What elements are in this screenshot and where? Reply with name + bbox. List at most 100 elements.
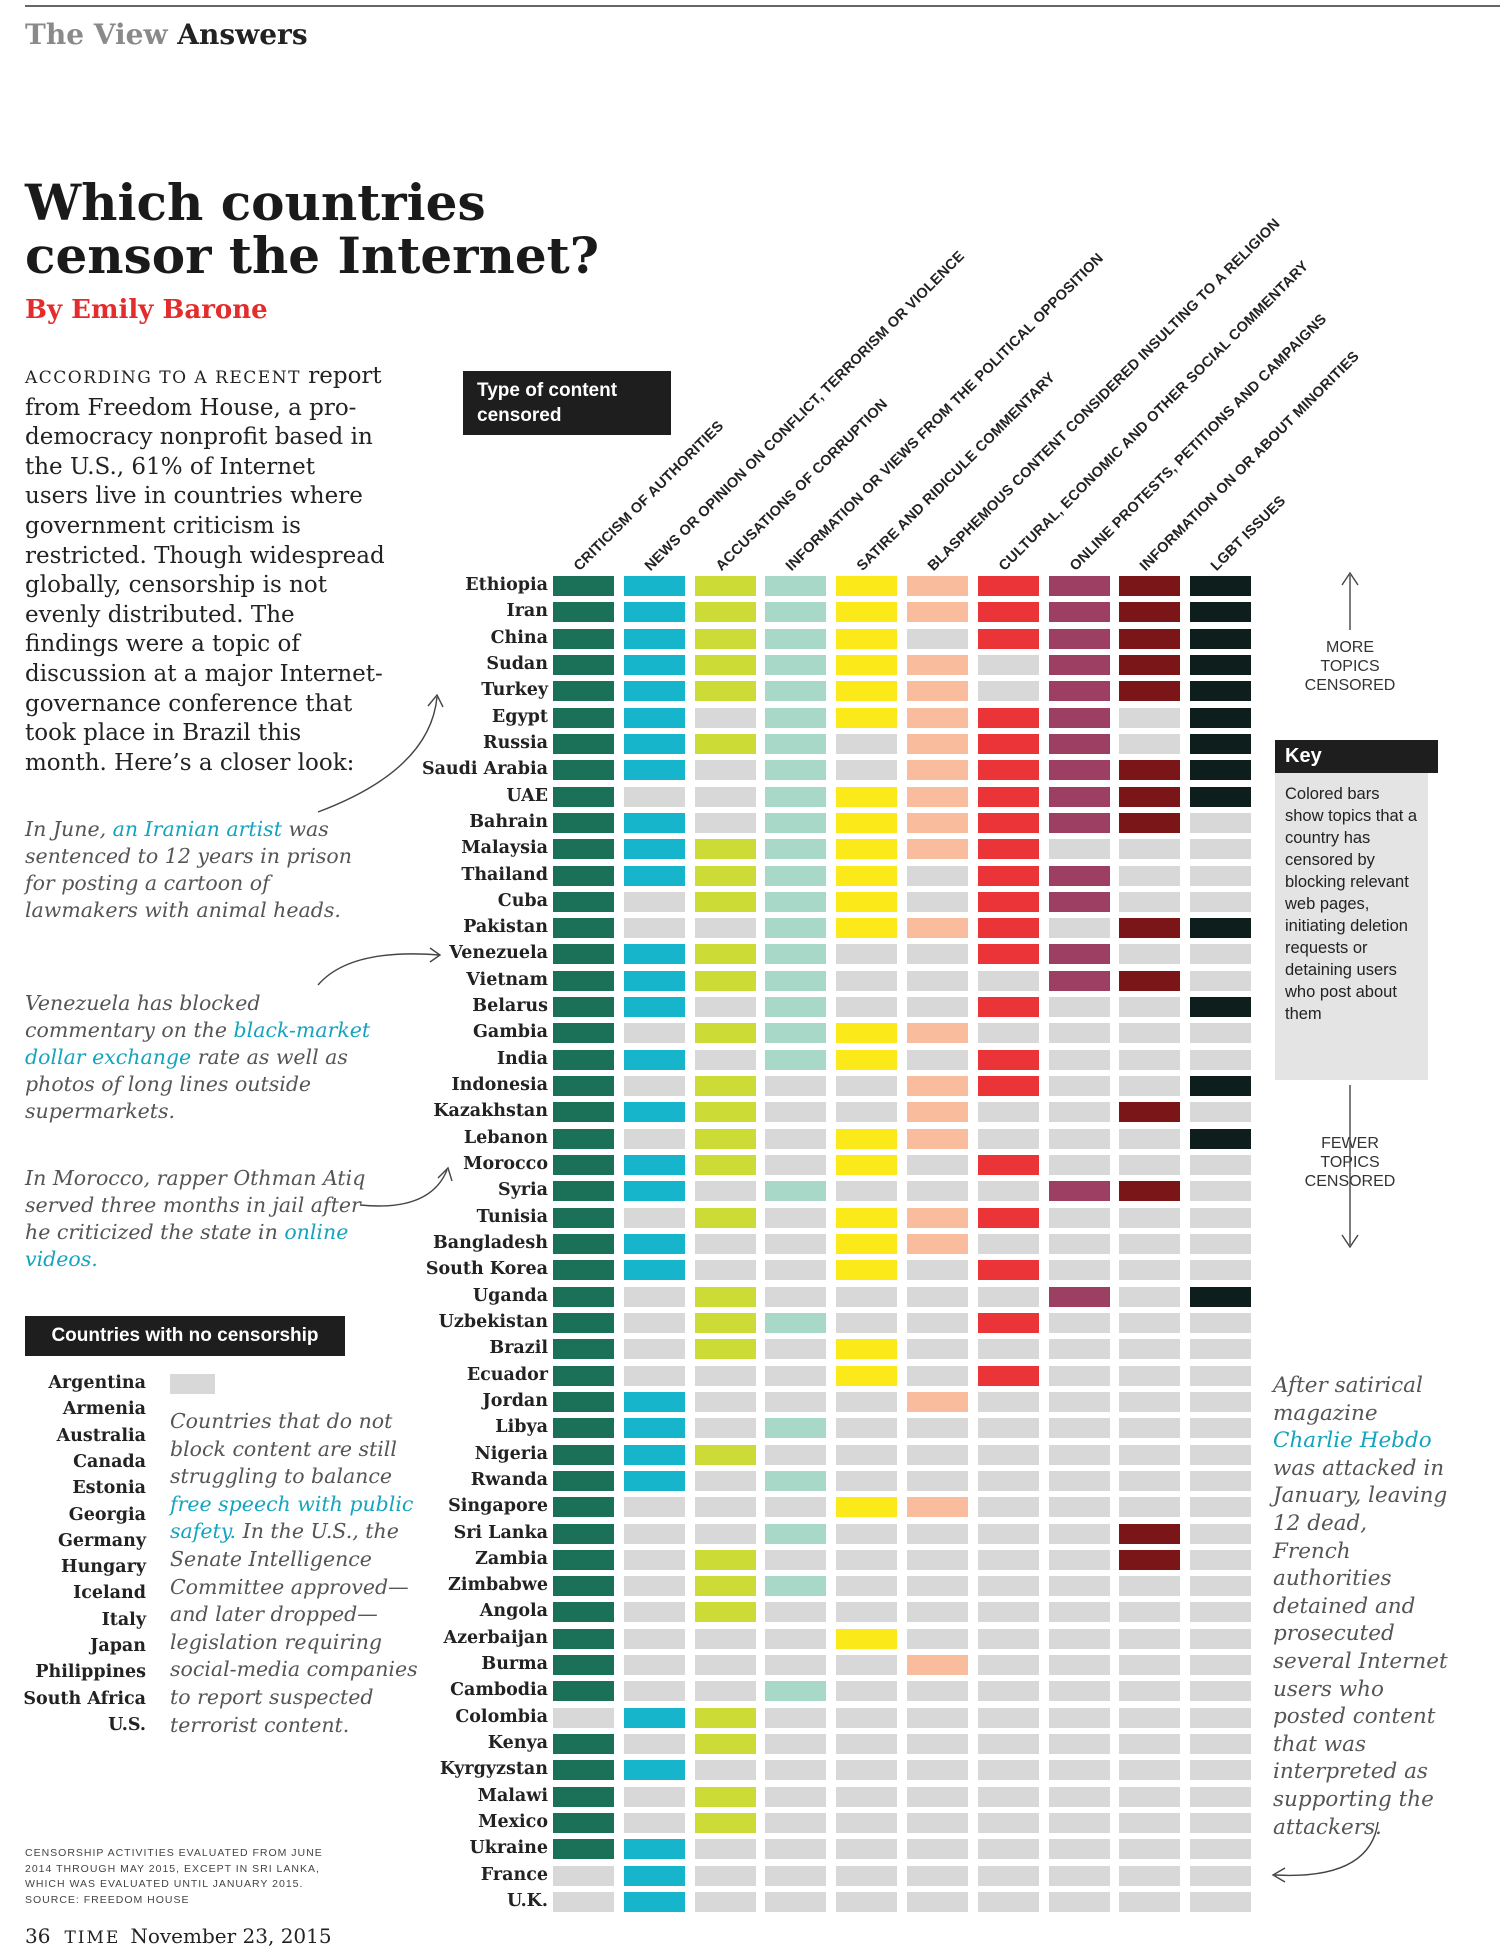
heatmap-cell [1048, 891, 1110, 912]
heatmap-cell [1048, 1312, 1110, 1333]
heatmap-cell [553, 1418, 614, 1439]
country-label: Kazakhstan [433, 1101, 548, 1122]
heatmap-cell [977, 1839, 1039, 1860]
heatmap-cell [977, 997, 1039, 1018]
heatmap-cell [553, 1734, 614, 1755]
heatmap-cell [1190, 1470, 1252, 1491]
heatmap-cell [836, 1365, 898, 1386]
heatmap-cell [694, 1839, 756, 1860]
heatmap-cell [907, 1786, 968, 1807]
heatmap-cell [1119, 1892, 1181, 1912]
heatmap-cell [977, 1260, 1039, 1281]
heatmap-cell [623, 1839, 685, 1860]
heatmap-cell [623, 1786, 685, 1807]
heatmap-cell [765, 1049, 827, 1070]
free-speech-link[interactable]: free speech with public safety. [170, 1491, 414, 1544]
heatmap-cell [553, 1207, 614, 1228]
heatmap-cell [623, 1523, 685, 1544]
heatmap-cell [1048, 1049, 1110, 1070]
heatmap-cell [907, 1155, 968, 1176]
heatmap-cell [765, 1155, 827, 1176]
heatmap-cell [694, 1128, 756, 1149]
heatmap-cell [907, 944, 968, 965]
heatmap-cell [836, 891, 898, 912]
heatmap-cell [694, 1155, 756, 1176]
heatmap-cell [977, 1786, 1039, 1807]
issue-date: November 23, 2015 [130, 1924, 332, 1948]
heatmap-cell [623, 786, 685, 807]
heatmap-cell [1119, 786, 1181, 807]
heatmap-cell [836, 1076, 898, 1097]
heatmap-cell [907, 576, 968, 596]
heatmap-cell [553, 602, 614, 623]
heatmap-cell [694, 760, 756, 781]
heatmap-cell [694, 1576, 756, 1597]
charlie-hebdo-link[interactable]: Charlie Hebdo [1273, 1428, 1432, 1454]
heatmap-cell [694, 1602, 756, 1623]
note-morocco: In Morocco, rapper Othman Atiq served th… [25, 1166, 366, 1271]
iranian-artist-link[interactable]: an Iranian artist [112, 817, 282, 841]
heatmap-cell [1119, 1128, 1181, 1149]
heatmap-cell [907, 1023, 968, 1044]
heatmap-cell [553, 654, 614, 675]
heatmap-cell [1119, 1655, 1181, 1676]
fewer-down-arrowhead [1341, 1234, 1359, 1249]
heatmap-cell [907, 1286, 968, 1307]
heatmap-cell [1119, 1734, 1181, 1755]
note-charlie-hebdo: After satirical magazine Charlie Hebdo w… [1273, 1373, 1448, 1840]
heatmap-cell [694, 1102, 756, 1123]
heatmap-cell [907, 891, 968, 912]
heatmap-cell [765, 1786, 827, 1807]
heatmap-cell [553, 1312, 614, 1333]
dollar-exchange-link[interactable]: black-market dollar exchange [25, 1018, 371, 1069]
heatmap-cell [1119, 1049, 1181, 1070]
heatmap-cell [1119, 1444, 1181, 1465]
heatmap-cell [1119, 1576, 1181, 1597]
heatmap-cell [977, 1312, 1039, 1333]
heatmap-cell [765, 1128, 827, 1149]
heatmap-cell [765, 812, 827, 833]
more-topics-label: MORE TOPICS CENSORED [1304, 639, 1396, 694]
heatmap-cell [765, 681, 827, 702]
heatmap-cell [623, 839, 685, 860]
heatmap-cell [1048, 970, 1110, 991]
country-label: Zimbabwe [448, 1575, 548, 1596]
heatmap-cell [623, 812, 685, 833]
heatmap-cell [694, 733, 756, 754]
heatmap-cell [765, 1207, 827, 1228]
heatmap-cell [977, 733, 1039, 754]
intro-paragraph: According to a recent report from Freedo… [25, 362, 385, 778]
heatmap-cell [623, 997, 685, 1018]
heatmap-cell [623, 707, 685, 728]
heatmap-cell [765, 997, 827, 1018]
heatmap-cell [907, 1470, 968, 1491]
heatmap-cell [1119, 1813, 1181, 1834]
heatmap-cell [907, 1207, 968, 1228]
heatmap-cell [553, 1470, 614, 1491]
heatmap-cell [694, 1260, 756, 1281]
heatmap-cell [836, 654, 898, 675]
heatmap-cell [623, 891, 685, 912]
no-censorship-country: Australia [56, 1425, 146, 1446]
heatmap-cell [1190, 786, 1252, 807]
heatmap-cell [1119, 1076, 1181, 1097]
heatmap-cell [836, 1576, 898, 1597]
online-videos-link[interactable]: online videos. [25, 1220, 349, 1271]
heatmap-cell [1190, 1339, 1252, 1360]
heatmap-cell [907, 1418, 968, 1439]
heatmap-cell [553, 1655, 614, 1676]
heatmap-cell [1048, 602, 1110, 623]
heatmap-cell [907, 865, 968, 886]
country-label: Malawi [477, 1785, 548, 1806]
country-label: Iran [506, 601, 548, 622]
top-rule [25, 5, 1500, 7]
heatmap-cell [553, 1865, 614, 1886]
heatmap-cell [977, 1655, 1039, 1676]
section-label: The View Answers [25, 18, 308, 51]
heatmap-cell [623, 1207, 685, 1228]
heatmap-cell [836, 1470, 898, 1491]
heatmap-cell [836, 1444, 898, 1465]
heatmap-cell [694, 1734, 756, 1755]
country-label: Sri Lanka [453, 1522, 548, 1543]
